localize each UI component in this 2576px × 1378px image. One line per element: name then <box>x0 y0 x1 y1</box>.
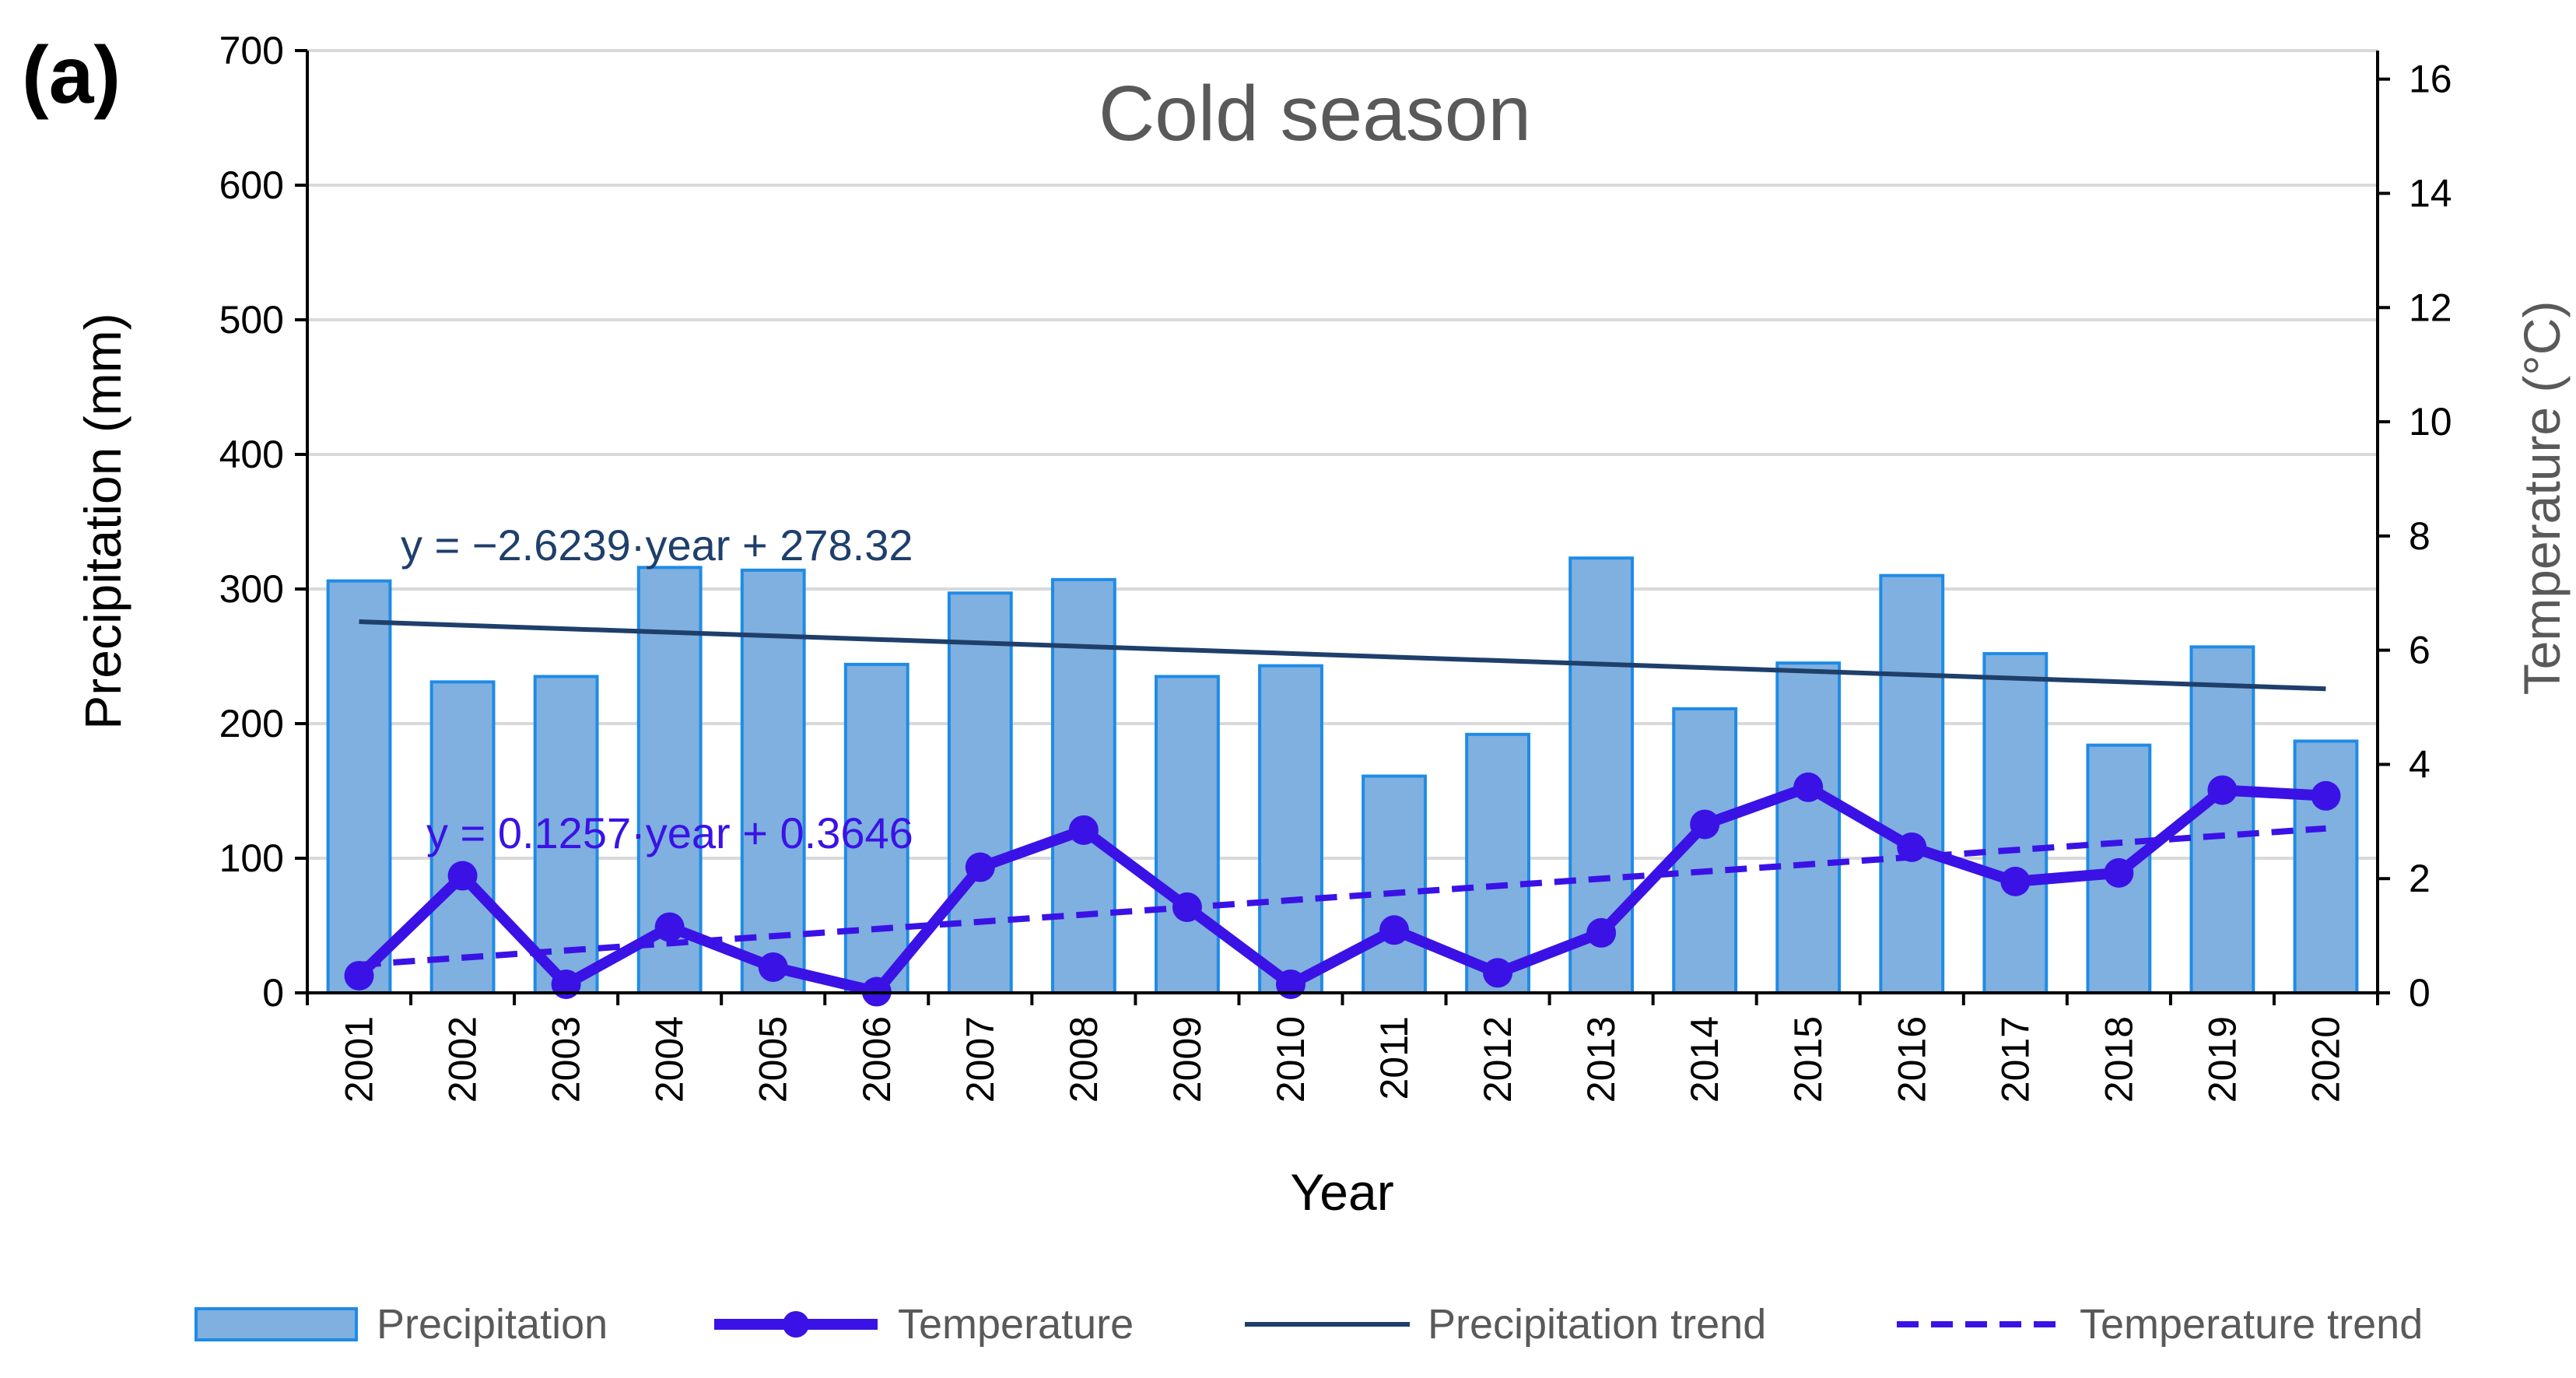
legend-marker-temperature <box>783 1311 809 1338</box>
legend-item-temperature-trend: Temperature trend <box>1897 1301 2423 1348</box>
x-tick-label: 2002 <box>441 1016 485 1103</box>
precipitation-bar <box>1362 774 1427 994</box>
x-tick-label: 2012 <box>1476 1016 1519 1103</box>
y-left-tick-label: 500 <box>219 298 284 342</box>
x-tick-label: 2017 <box>1993 1016 2037 1103</box>
x-tick-label: 2014 <box>1683 1016 1726 1103</box>
precipitation-bar <box>2189 645 2255 994</box>
temperature-point <box>965 852 995 882</box>
legend-swatch-precipitation <box>195 1307 358 1341</box>
y-right-tick-label: 6 <box>2409 629 2431 672</box>
precipitation-trend-line <box>359 619 2326 692</box>
gridlines <box>307 49 2378 860</box>
precipitation-bar <box>1258 664 1323 994</box>
temperature-point <box>1068 815 1099 845</box>
x-tick-label: 2006 <box>855 1016 899 1103</box>
temperature-point <box>2000 866 2031 896</box>
precipitation-bar <box>533 675 599 994</box>
y-axis-left-title: Precipitation (mm) <box>74 313 131 729</box>
temperature-point <box>447 861 478 891</box>
axes <box>295 49 2390 1005</box>
temperature-point <box>2207 775 2238 805</box>
precipitation-bars <box>326 556 2359 995</box>
y-left-tick-label: 700 <box>219 29 284 72</box>
x-tick-label: 2018 <box>2097 1016 2140 1103</box>
trend-lines <box>359 619 2326 969</box>
precipitation-trend-equation: y = −2.6239·year + 278.32 <box>401 521 913 570</box>
x-tick-label: 2005 <box>752 1016 795 1103</box>
x-tick-label: 2001 <box>338 1016 381 1103</box>
temperature-point <box>1172 892 1202 922</box>
x-tick-label: 2008 <box>1062 1016 1106 1103</box>
legend-label-temperature: Temperature <box>898 1301 1134 1348</box>
x-tick-label: 2020 <box>2304 1016 2347 1103</box>
temperature-point <box>551 969 581 999</box>
y-left-tick-label: 400 <box>219 433 284 476</box>
x-tick-label: 2010 <box>1269 1016 1313 1103</box>
legend-item-precipitation: Precipitation <box>195 1301 608 1348</box>
x-tick-label: 2016 <box>1890 1016 1933 1103</box>
x-tick-label: 2009 <box>1165 1016 1209 1103</box>
y-right-tick-label: 8 <box>2409 514 2431 558</box>
x-tick-label: 2007 <box>959 1016 1002 1103</box>
temperature-point <box>2311 780 2341 811</box>
y-right-tick-label: 2 <box>2409 857 2431 900</box>
x-tick-label: 2004 <box>648 1016 692 1103</box>
temperature-trend-equation: y = 0.1257·year + 0.3646 <box>426 808 913 857</box>
x-axis-title: Year <box>1290 1163 1393 1221</box>
legend-label-precipitation: Precipitation <box>377 1301 608 1348</box>
temperature-point <box>758 952 788 982</box>
y-left-tick-label: 300 <box>219 567 284 611</box>
chart-title: Cold season <box>1099 70 1531 157</box>
legend-label-temperature-trend: Temperature trend <box>2080 1301 2423 1348</box>
precipitation-bar <box>843 662 909 994</box>
x-tick-label: 2019 <box>2200 1016 2244 1103</box>
precipitation-bar <box>947 591 1013 994</box>
x-tick-label: 2015 <box>1786 1016 1830 1103</box>
x-tick-label: 2011 <box>1372 1016 1416 1100</box>
y-right-tick-label: 14 <box>2409 171 2452 215</box>
temperature-point <box>1793 772 1824 802</box>
temperature-point <box>1586 917 1617 948</box>
y-right-tick-label: 4 <box>2409 742 2431 786</box>
y-right-tick-label: 12 <box>2409 286 2452 329</box>
y-left-tick-label: 100 <box>219 836 284 880</box>
temperature-point <box>654 912 685 942</box>
temperature-point <box>1483 958 1513 988</box>
panel-label: (a) <box>22 30 121 121</box>
temperature-point <box>2104 857 2134 888</box>
temperature-trend-line <box>359 825 2326 969</box>
legend-label-precipitation-trend: Precipitation trend <box>1428 1301 1766 1348</box>
temperature-point <box>1379 915 1410 945</box>
precipitation-bar <box>1982 652 2049 994</box>
precipitation-bar <box>2293 739 2359 994</box>
y-right-tick-label: 0 <box>2409 971 2431 1015</box>
y-left-tick-label: 200 <box>219 702 284 745</box>
temperature-point <box>1275 969 1306 999</box>
legend-item-precipitation-trend: Precipitation trend <box>1245 1301 1766 1348</box>
precipitation-bar <box>1775 661 1842 995</box>
legend: Precipitation Temperature Precipitation … <box>195 1301 2423 1348</box>
y-left-tick-label: 0 <box>262 971 284 1015</box>
y-left-tick-label: 600 <box>219 163 284 207</box>
temperature-line <box>355 781 2326 998</box>
precipitation-bar <box>326 579 392 994</box>
y-axis-right-title: Temperature (°C) <box>2513 301 2571 696</box>
y-right-tick-label: 10 <box>2409 400 2452 444</box>
temperature-point <box>344 960 374 991</box>
legend-item-temperature: Temperature <box>714 1301 1134 1348</box>
precipitation-bar <box>1155 675 1220 994</box>
tick-labels: 0 100 200 300 400 500 600 700 0 2 4 6 8 10 12 14 16 2001 2… <box>219 29 2452 1103</box>
x-tick-label: 2003 <box>545 1016 588 1103</box>
precipitation-bar <box>1050 577 1116 994</box>
y-right-tick-label: 16 <box>2409 58 2452 101</box>
precipitation-bar <box>1879 573 1945 994</box>
temperature-point <box>1897 832 1927 862</box>
precipitation-bar <box>1465 732 1530 995</box>
temperature-point <box>1690 809 1720 840</box>
x-tick-label: 2013 <box>1579 1016 1623 1103</box>
